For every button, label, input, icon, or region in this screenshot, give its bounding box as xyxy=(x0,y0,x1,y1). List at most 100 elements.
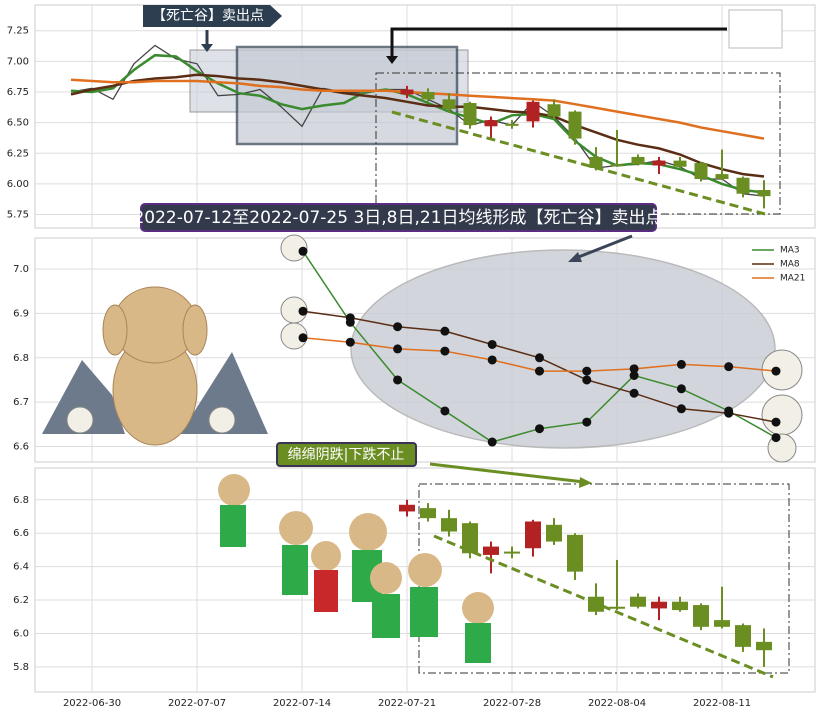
callout xyxy=(143,5,282,27)
y-tick-label: 6.4 xyxy=(13,562,29,573)
annotations: 【死亡谷】卖出点 2022-07-12至2022-07-25 3日,8日,21日… xyxy=(133,5,783,679)
decorations xyxy=(42,45,803,674)
label-arrow-head xyxy=(579,477,592,488)
pointer xyxy=(390,27,727,58)
candle-body xyxy=(567,534,583,572)
label-box xyxy=(140,203,657,232)
candle-body xyxy=(505,123,519,126)
candle-body xyxy=(715,174,729,179)
point xyxy=(487,437,497,447)
callout-arrow-head xyxy=(201,44,213,52)
label-arrow xyxy=(575,234,633,260)
point xyxy=(535,366,544,376)
y-tick-label: 7.25 xyxy=(7,26,29,37)
y-tick-label: 6.8 xyxy=(13,495,29,506)
candle-body xyxy=(463,103,477,126)
candle-body xyxy=(526,101,540,122)
y-tick-label: 6.25 xyxy=(7,148,29,159)
candle-body xyxy=(736,177,750,194)
y-tick-label: 6.50 xyxy=(7,118,29,129)
candle-body xyxy=(399,504,415,512)
candle-body xyxy=(610,164,624,167)
highlight-ellipse xyxy=(350,249,776,449)
candle-body xyxy=(609,606,625,609)
candle-body xyxy=(483,546,499,555)
x-tick-label: 2022-07-28 xyxy=(483,698,541,709)
candle-body xyxy=(420,508,436,519)
y-tick-label: 7.0 xyxy=(13,264,29,275)
mountain xyxy=(180,352,268,434)
y-tick-label: 6.0 xyxy=(13,628,29,639)
legend-label: MA3 xyxy=(780,246,800,256)
point xyxy=(771,433,781,443)
x-tick-label: 2022-08-11 xyxy=(693,698,751,709)
candle-body xyxy=(568,111,582,139)
point xyxy=(345,313,355,323)
point xyxy=(724,408,734,418)
callout-text: 【死亡谷】卖出点 xyxy=(152,8,264,24)
y-tick-label: 6.9 xyxy=(13,308,29,319)
candle-body xyxy=(672,601,688,611)
legend-label: MA8 xyxy=(780,260,800,270)
candle-body xyxy=(441,518,457,532)
y-tick-label: 6.2 xyxy=(13,595,29,606)
point xyxy=(298,246,308,256)
point xyxy=(487,339,497,349)
candle-body xyxy=(400,89,414,95)
y-tick-label: 6.75 xyxy=(7,87,29,98)
y-tick-label: 6.00 xyxy=(7,179,29,190)
x-tick-label: 2022-06-30 xyxy=(63,698,121,709)
candle-body xyxy=(652,160,666,166)
point xyxy=(298,333,308,343)
point xyxy=(535,424,544,434)
point xyxy=(440,346,450,356)
label-box xyxy=(276,442,417,467)
line xyxy=(70,78,765,140)
point xyxy=(393,375,403,385)
candle-body xyxy=(462,523,478,554)
y-tick-label: 6.7 xyxy=(13,397,29,408)
point xyxy=(629,388,639,398)
candle-body xyxy=(673,160,687,167)
candle-body xyxy=(757,190,771,197)
point xyxy=(535,353,544,363)
point xyxy=(345,337,355,347)
dog xyxy=(102,286,208,446)
label-arrow-head xyxy=(568,252,582,262)
point xyxy=(676,384,686,394)
line xyxy=(70,53,765,194)
candle-body xyxy=(589,156,603,168)
candle-body xyxy=(546,524,562,542)
point xyxy=(440,406,450,416)
trend-line xyxy=(391,110,766,216)
candle-body xyxy=(525,521,541,549)
marks: MA3 MA8 MA21 xyxy=(70,44,805,667)
point xyxy=(771,417,781,427)
candle-body xyxy=(756,641,772,651)
point xyxy=(676,359,686,369)
candle-body xyxy=(630,596,646,607)
range-box xyxy=(418,483,790,674)
candle-body xyxy=(504,551,520,554)
y-tick-label: 5.75 xyxy=(7,210,29,221)
label-arrow xyxy=(429,462,585,484)
point xyxy=(582,375,592,385)
candle-body xyxy=(694,163,708,179)
line xyxy=(70,73,765,178)
point xyxy=(393,322,403,332)
label-text: 2022-07-12至2022-07-25 3日,8日,21日均线形成【死亡谷】… xyxy=(133,208,662,228)
legend-label: MA21 xyxy=(780,274,805,284)
candle-body xyxy=(735,625,751,647)
point xyxy=(771,366,781,376)
candle-body xyxy=(421,91,435,100)
mountain xyxy=(42,360,125,434)
y-tick-label: 7.00 xyxy=(7,56,29,67)
point xyxy=(298,306,308,316)
legend-box xyxy=(728,9,783,49)
y-tick-label: 5.8 xyxy=(13,662,29,673)
x-tick-label: 2022-07-14 xyxy=(273,698,331,709)
point xyxy=(724,362,734,372)
point xyxy=(440,326,450,336)
candle-body xyxy=(442,99,456,110)
